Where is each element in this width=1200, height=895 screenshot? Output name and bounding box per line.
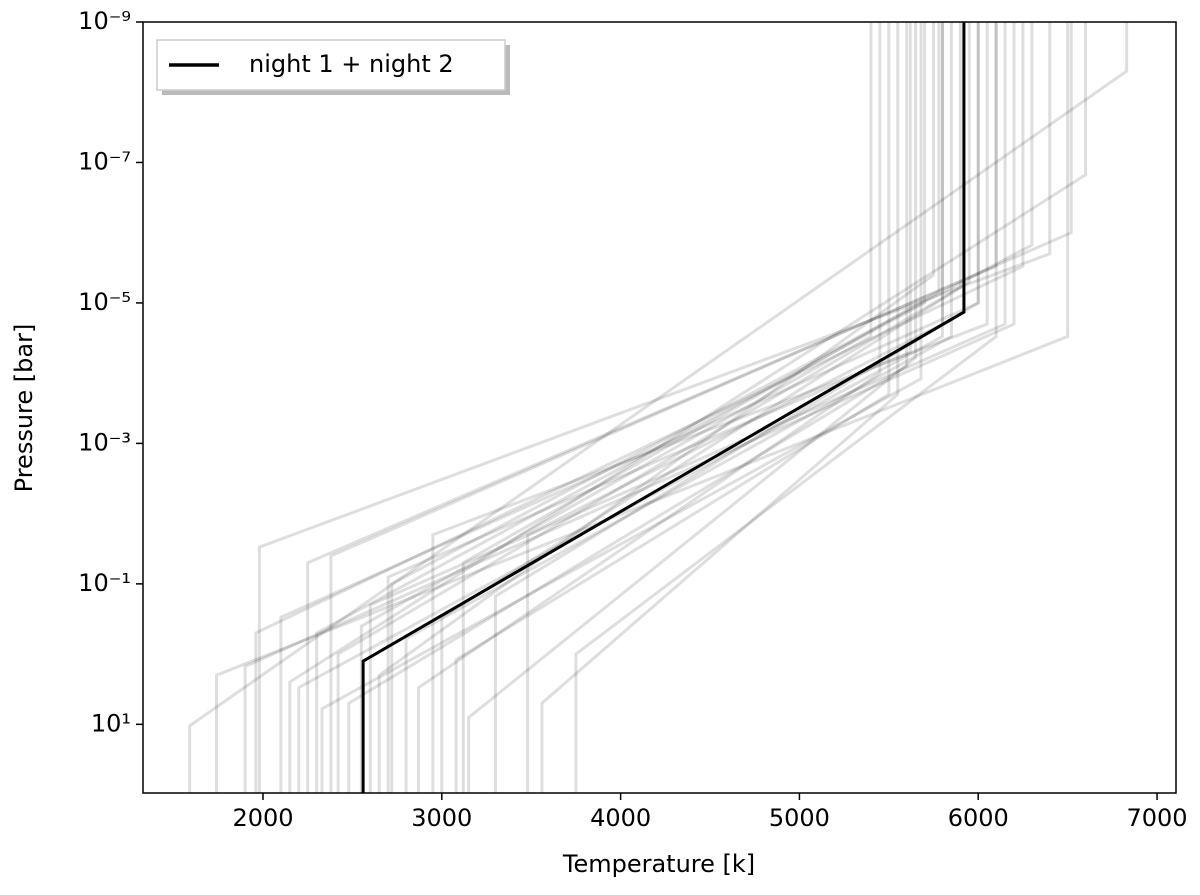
sample-line	[254, 22, 1025, 793]
sample-line	[386, 22, 912, 793]
sample-line	[440, 22, 971, 793]
x-tick-label: 4000	[590, 804, 651, 832]
sample-line	[347, 22, 909, 793]
series-line	[361, 22, 966, 793]
sample-line	[257, 22, 1052, 793]
sample-line	[320, 22, 923, 793]
plot-area	[188, 22, 1129, 793]
y-tick-label: 10⁻¹	[78, 569, 131, 597]
y-tick-label: 10¹	[91, 709, 131, 737]
sample-line	[526, 22, 944, 793]
y-tick-label: 10⁻⁷	[78, 147, 131, 175]
legend-label: night 1 + night 2	[249, 50, 454, 78]
sample-line	[417, 22, 882, 793]
y-axis-title: Pressure [bar]	[10, 324, 38, 493]
x-tick-label: 7000	[1127, 804, 1188, 832]
sample-line	[461, 22, 941, 793]
sample-line	[297, 22, 944, 793]
sample-line	[574, 22, 998, 793]
sample-line	[368, 22, 1007, 793]
sample-line	[279, 22, 980, 793]
sample-line	[329, 22, 1073, 793]
sample-line	[243, 22, 1016, 793]
sample-line	[315, 22, 927, 793]
axes-frame	[142, 21, 1177, 794]
x-tick-label: 6000	[948, 804, 1009, 832]
sample-line	[404, 22, 953, 793]
x-axis-title: Temperature [k]	[562, 850, 755, 878]
y-tick-label: 10⁻³	[78, 428, 131, 456]
sample-line	[359, 22, 873, 793]
sample-line	[540, 22, 900, 793]
sample-line	[336, 22, 962, 793]
sample-line	[188, 22, 1129, 793]
sample-line	[467, 22, 918, 793]
sample-line	[377, 22, 936, 793]
sample-line	[431, 22, 989, 793]
sample-line	[493, 22, 980, 793]
sample-line	[454, 22, 891, 793]
y-tick-label: 10⁻⁵	[78, 288, 131, 316]
y-tick-label: 10⁻⁹	[78, 7, 131, 35]
sample-line	[288, 22, 1088, 793]
sample-line	[306, 22, 998, 793]
x-tick-label: 2000	[232, 804, 293, 832]
sample-line	[390, 22, 1034, 793]
sample-line	[214, 22, 1070, 793]
x-tick-label: 5000	[769, 804, 830, 832]
x-tick-label: 3000	[411, 804, 472, 832]
